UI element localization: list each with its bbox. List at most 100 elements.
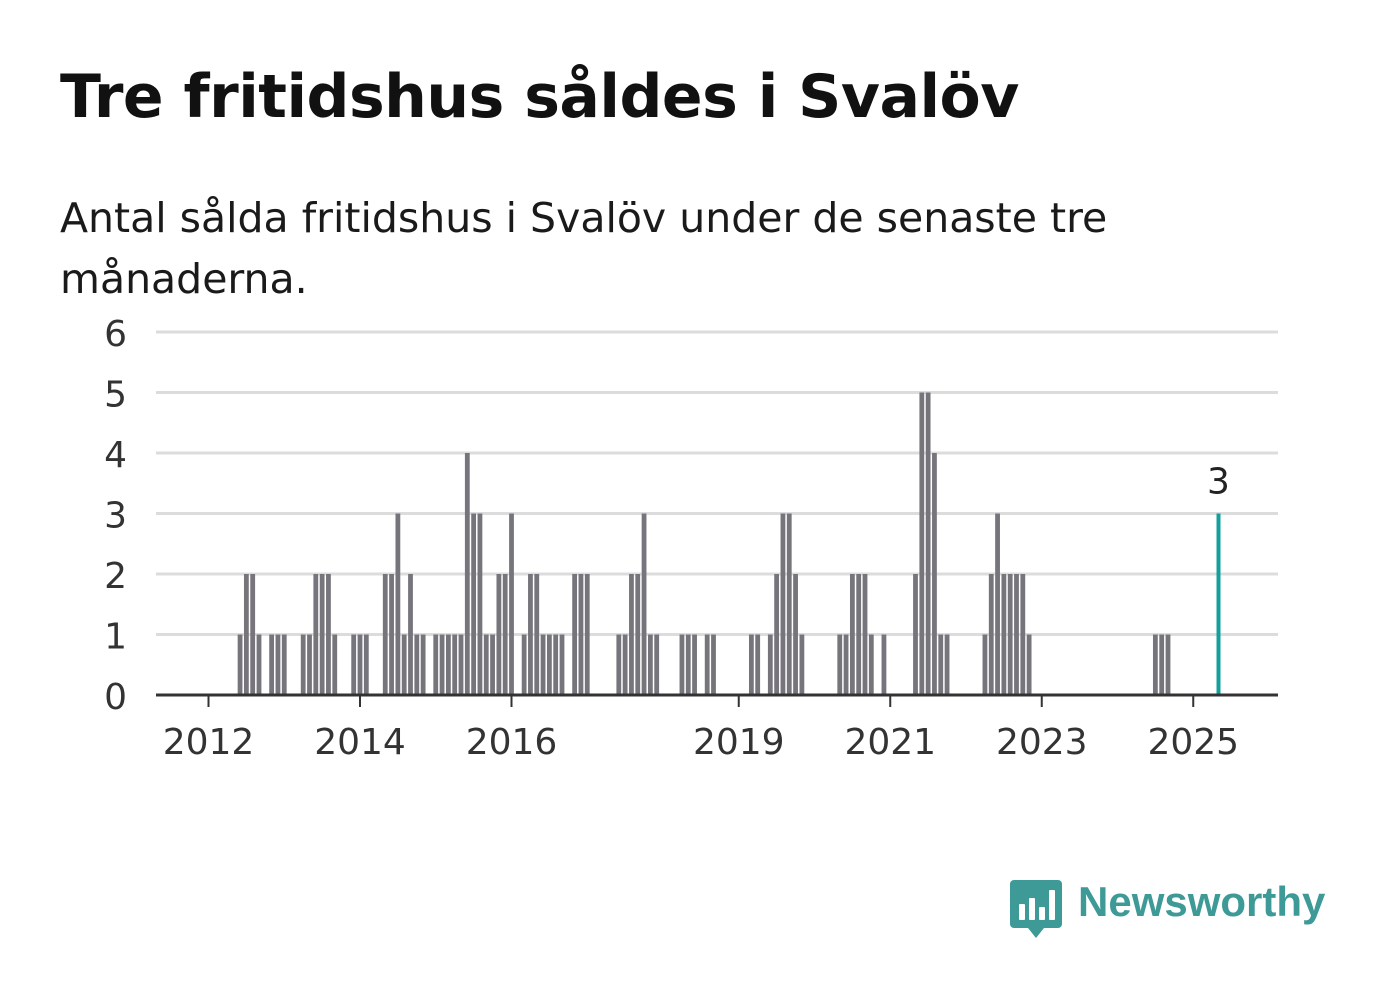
bar xyxy=(799,634,805,695)
bar xyxy=(711,634,716,695)
bar xyxy=(401,634,407,695)
bar xyxy=(843,634,849,695)
bar xyxy=(408,574,413,695)
x-tick-label: 2014 xyxy=(314,722,406,763)
bar xyxy=(938,634,944,695)
bar xyxy=(490,634,495,695)
bar xyxy=(458,634,464,695)
highlight-value-label: 3 xyxy=(1207,462,1230,503)
bar xyxy=(433,634,439,695)
highlight-bar xyxy=(1216,513,1221,695)
bar xyxy=(755,634,761,695)
bar xyxy=(300,634,306,695)
bar xyxy=(837,634,843,695)
bar xyxy=(1026,634,1032,695)
bar xyxy=(944,634,950,695)
bar xyxy=(275,634,281,695)
y-tick-label: 6 xyxy=(104,314,127,355)
bar xyxy=(1152,634,1158,695)
y-tick-label: 2 xyxy=(104,556,127,597)
y-tick-label: 1 xyxy=(104,617,127,658)
bar xyxy=(692,634,697,695)
bar xyxy=(748,634,754,695)
bar xyxy=(1159,634,1165,695)
bar xyxy=(913,574,918,695)
bar xyxy=(483,634,489,695)
bar xyxy=(496,574,502,695)
bar xyxy=(281,634,287,695)
x-tick-label: 2021 xyxy=(844,722,936,763)
x-axis-labels: 2012 2014 2016 2019 2021 2023 2025 xyxy=(163,722,1239,763)
bar xyxy=(679,634,685,695)
bar xyxy=(509,513,514,695)
bar xyxy=(250,574,256,695)
bar xyxy=(307,634,312,695)
bar xyxy=(395,513,401,695)
chart-bubble-logo-icon xyxy=(1010,880,1062,938)
bar xyxy=(1165,634,1171,695)
y-tick-label: 0 xyxy=(104,677,127,718)
annotations: 3 xyxy=(1207,462,1230,503)
bar xyxy=(1007,574,1013,695)
bar xyxy=(793,574,798,695)
bar xyxy=(357,634,363,695)
bar xyxy=(363,634,369,695)
bars xyxy=(237,392,1221,695)
bar xyxy=(881,634,887,695)
bar xyxy=(704,634,710,695)
bar xyxy=(616,634,622,695)
bar xyxy=(521,634,527,695)
bar xyxy=(862,574,868,695)
y-tick-label: 3 xyxy=(104,496,127,537)
bar xyxy=(439,634,445,695)
bar xyxy=(477,513,483,695)
bar xyxy=(629,574,634,695)
bar xyxy=(1020,574,1026,695)
bar xyxy=(774,574,780,695)
brand-name: Newsworthy xyxy=(1078,878,1326,925)
bar xyxy=(237,634,243,695)
bar xyxy=(471,513,477,695)
bar xyxy=(622,634,628,695)
bar xyxy=(786,513,792,695)
bar xyxy=(995,513,1000,695)
bar xyxy=(849,574,855,695)
x-tick-label: 2023 xyxy=(996,722,1088,763)
bar xyxy=(389,574,394,695)
bar xyxy=(780,513,786,695)
x-tick-label: 2019 xyxy=(693,722,785,763)
bar xyxy=(502,574,508,695)
bar xyxy=(420,634,426,695)
y-axis-labels: 0 1 2 3 4 5 6 xyxy=(104,314,127,718)
bar xyxy=(332,634,338,695)
bar xyxy=(1014,574,1019,695)
bar xyxy=(326,574,331,695)
bar xyxy=(647,634,653,695)
bar xyxy=(313,574,319,695)
bar xyxy=(919,392,925,695)
bar xyxy=(464,453,470,695)
bar xyxy=(685,634,691,695)
bar xyxy=(256,634,262,695)
bar xyxy=(868,634,874,695)
bar xyxy=(988,574,994,695)
bar xyxy=(382,574,388,695)
x-tick-label: 2012 xyxy=(163,722,255,763)
x-axis xyxy=(156,693,1278,707)
bar xyxy=(452,634,458,695)
bar xyxy=(932,453,937,695)
chart-title: Tre fritidshus såldes i Svalöv xyxy=(60,62,1019,132)
bar xyxy=(641,513,647,695)
bar xyxy=(269,634,275,695)
bar xyxy=(351,634,357,695)
bar xyxy=(856,574,862,695)
bar xyxy=(1001,574,1007,695)
bar xyxy=(767,634,773,695)
bar xyxy=(982,634,988,695)
y-tick-label: 4 xyxy=(104,435,127,476)
bar xyxy=(553,634,559,695)
bar xyxy=(578,574,584,695)
bar xyxy=(925,392,931,695)
bar xyxy=(414,634,420,695)
bar xyxy=(559,634,565,695)
